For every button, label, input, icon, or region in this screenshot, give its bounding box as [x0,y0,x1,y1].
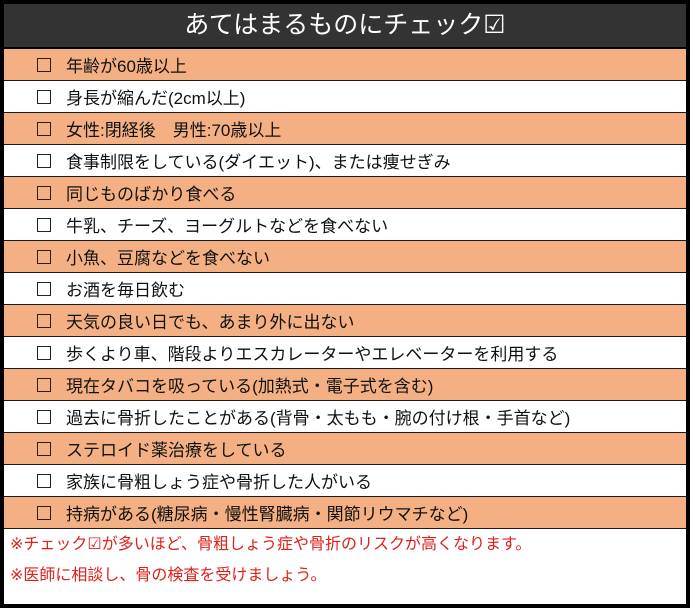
checkbox-icon[interactable] [37,121,51,136]
checklist-rows: 年齢が60歳以上身長が縮んだ(2cm以上) 女性:閉経後 男性:70歳以上食事制限… [4,49,686,529]
checkbox-icon[interactable] [37,377,51,392]
note-risk: ※チェック☑が多いほど、骨粗しょう症や骨折のリスクが高くなります。 [10,536,532,553]
checklist-item-label: 過去に骨折したことがある(背骨・太もも・腕の付け根・手首など) [66,409,571,428]
checkbox-icon[interactable] [37,249,51,264]
checklist-item[interactable]: 小魚、豆腐などを食べない [4,241,686,273]
checklist-item[interactable]: ステロイド薬治療をしている [4,433,686,465]
checklist-item[interactable]: 持病がある(糖尿病・慢性腎臓病・関節リウマチなど) [4,497,686,529]
checklist-item[interactable]: お酒を毎日飲む [4,273,686,305]
checklist-item-label: 女性:閉経後 男性:70歳以上 [66,121,282,140]
notes: ※チェック☑が多いほど、骨粗しょう症や骨折のリスクが高くなります。 ※医師に相談… [4,529,686,591]
checkbox-icon[interactable] [37,185,51,200]
checkbox-icon[interactable] [37,217,51,232]
checklist-item[interactable]: 食事制限をしている(ダイエット)、または痩せぎみ [4,145,686,177]
checkbox-icon[interactable] [37,473,51,488]
checkbox-icon[interactable] [37,153,51,168]
checklist-item-label: 家族に骨粗しょう症や骨折した人がいる [66,473,372,492]
checklist-item-label: 食事制限をしている(ダイエット)、または痩せぎみ [66,153,451,172]
checkbox-icon[interactable] [37,409,51,424]
checkbox-icon[interactable] [37,281,51,296]
checklist-item[interactable]: 天気の良い日でも、あまり外に出ない [4,305,686,337]
checklist-item-label: 年齢が60歳以上 [66,57,187,76]
checklist-item-label: ステロイド薬治療をしている [66,441,287,460]
checklist-item-label: 天気の良い日でも、あまり外に出ない [66,313,355,332]
checklist-item[interactable]: 現在タバコを吸っている(加熱式・電子式を含む) [4,369,686,401]
checklist-item-label: お酒を毎日飲む [66,281,185,300]
checkbox-icon[interactable] [37,89,51,104]
checklist-item[interactable]: 同じものばかり食べる [4,177,686,209]
checklist-item-label: 歩くより車、階段よりエスカレーターやエレベーターを利用する [66,345,559,364]
checklist-item-label: 小魚、豆腐などを食べない [66,249,270,268]
checklist-item[interactable]: 過去に骨折したことがある(背骨・太もも・腕の付け根・手首など) [4,401,686,433]
checklist-item-label: 同じものばかり食べる [66,185,237,204]
checklist-title: あてはまるものにチェック☑ [4,4,686,49]
checkbox-icon[interactable] [37,505,51,520]
checkbox-icon[interactable] [37,441,51,456]
note-consult: ※医師に相談し、骨の検査を受けましょう。 [10,567,327,584]
checklist-item[interactable]: 家族に骨粗しょう症や骨折した人がいる [4,465,686,497]
checklist-item-label: 現在タバコを吸っている(加熱式・電子式を含む) [66,377,434,396]
checklist-item[interactable]: 牛乳、チーズ、ヨーグルトなどを食べない [4,209,686,241]
checklist-item-label: 身長が縮んだ(2cm以上) [66,89,246,108]
checklist-item-label: 持病がある(糖尿病・慢性腎臓病・関節リウマチなど) [66,505,469,524]
checkbox-icon[interactable] [37,57,51,72]
checklist-item[interactable]: 女性:閉経後 男性:70歳以上 [4,113,686,145]
checkbox-icon[interactable] [37,313,51,328]
checklist-item[interactable]: 身長が縮んだ(2cm以上) [4,81,686,113]
checkbox-icon[interactable] [37,345,51,360]
checklist-item[interactable]: 年齢が60歳以上 [4,49,686,81]
checklist-item-label: 牛乳、チーズ、ヨーグルトなどを食べない [66,217,389,236]
checklist-item[interactable]: 歩くより車、階段よりエスカレーターやエレベーターを利用する [4,337,686,369]
